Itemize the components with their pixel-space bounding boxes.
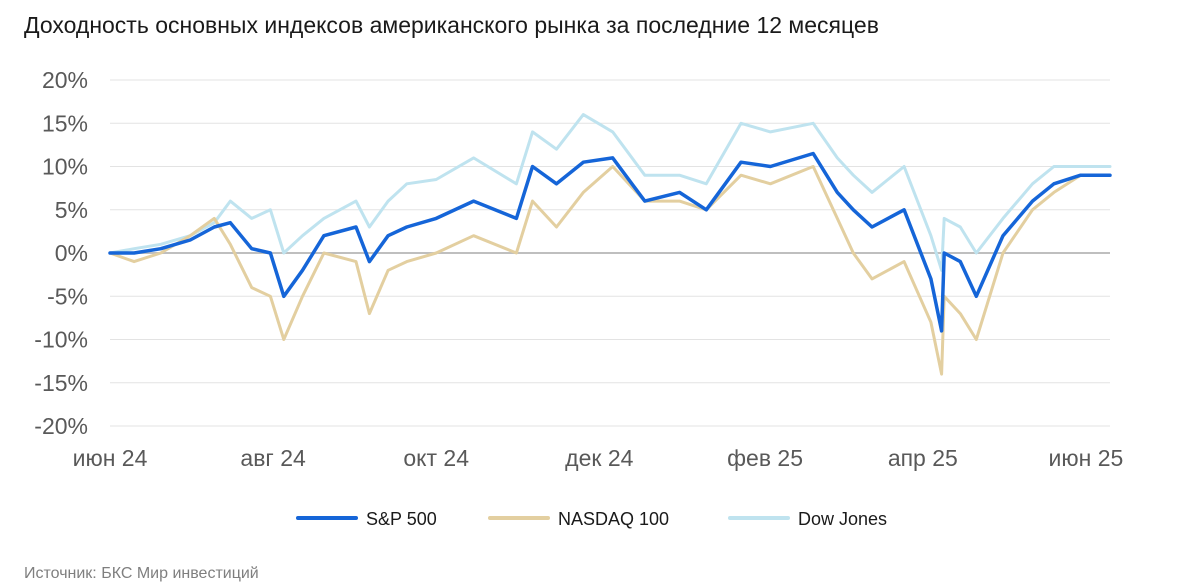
x-tick-label: июн 24 bbox=[73, 445, 148, 471]
x-tick-label: дек 24 bbox=[565, 445, 633, 471]
legend-label: S&P 500 bbox=[366, 509, 437, 529]
series-line-dow-jones bbox=[108, 113, 1112, 272]
y-tick-label: 15% bbox=[42, 110, 88, 136]
series-line-s-p-500 bbox=[108, 151, 1112, 333]
y-tick-label: 10% bbox=[42, 154, 88, 180]
y-tick-label: -10% bbox=[34, 327, 88, 353]
x-tick-label: авг 24 bbox=[240, 445, 306, 471]
y-tick-label: -20% bbox=[34, 413, 88, 439]
y-axis-labels: 20% 15% 10% 5% 0% -5% -10% -15% -20% bbox=[34, 67, 88, 439]
x-tick-label: окт 24 bbox=[403, 445, 469, 471]
legend: S&P 500 NASDAQ 100 Dow Jones bbox=[296, 509, 887, 529]
chart-title: Доходность основных индексов американско… bbox=[24, 12, 879, 38]
x-tick-label: фев 25 bbox=[727, 445, 803, 471]
x-tick-label: апр 25 bbox=[888, 445, 958, 471]
y-tick-label: 5% bbox=[55, 197, 88, 223]
y-tick-label: -15% bbox=[34, 370, 88, 396]
y-tick-label: 20% bbox=[42, 67, 88, 93]
series-line-nasdaq-100 bbox=[108, 165, 1112, 376]
x-tick-label: июн 25 bbox=[1049, 445, 1124, 471]
x-axis-labels: июн 24 авг 24 окт 24 дек 24 фев 25 апр 25 июн … bbox=[73, 445, 1124, 471]
legend-label: NASDAQ 100 bbox=[558, 509, 669, 529]
y-tick-label: 0% bbox=[55, 240, 88, 266]
series-lines bbox=[108, 113, 1112, 376]
source-note: Источник: БКС Мир инвестиций bbox=[24, 565, 259, 582]
y-tick-label: -5% bbox=[47, 283, 88, 309]
legend-label: Dow Jones bbox=[798, 509, 887, 529]
